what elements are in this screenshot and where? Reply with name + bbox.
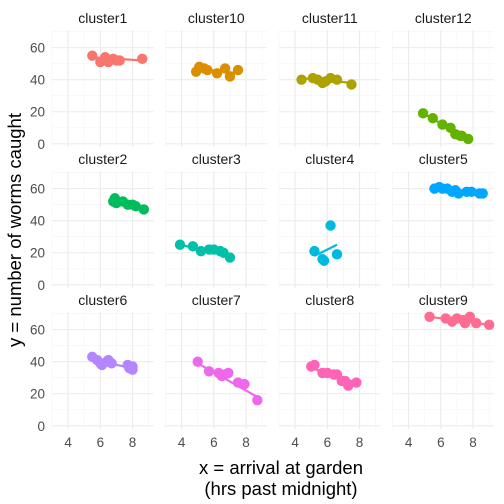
facet-panel-cluster4: cluster4 [278,151,381,288]
data-point [483,319,495,331]
facet-panel-cluster7: cluster7 [165,292,267,429]
facet-label: cluster5 [419,151,468,167]
data-point [417,108,429,119]
data-point [130,201,141,212]
facet-panel-cluster5: cluster5 [392,151,494,288]
y-axis: 0 20 40 60 0 20 40 60 0 20 40 60 [30,41,45,434]
x-tick-label: 6 [210,435,218,450]
data-point [174,239,186,250]
y-tick-label: 60 [30,182,45,197]
y-tick-label: 20 [30,387,45,402]
data-point [202,64,213,76]
x-axis-title-line-1: x = arrival at garden [199,457,363,478]
y-tick-label: 40 [30,73,45,88]
data-point [252,394,263,406]
facet-panel-cluster8: cluster8 [278,292,381,429]
data-point [437,119,448,130]
data-point [424,311,435,323]
facet-panel-cluster1: cluster1 [51,10,154,147]
data-point [331,249,343,260]
x-axis-title-line-2: (hrs past midnight) [204,478,357,499]
facet-label: cluster12 [415,10,472,26]
facet-label: cluster8 [305,292,354,308]
facet-label: cluster4 [305,151,354,167]
data-point [232,64,244,76]
data-point [203,366,215,377]
data-point [87,50,98,61]
x-tick-label: 4 [405,435,413,450]
data-point [351,377,362,388]
data-point [187,241,199,252]
facet-panels: cluster1 cluster10 cluster11 cluster12 clust… [51,10,495,429]
data-point [343,380,354,391]
x-tick-label: 6 [97,435,105,450]
data-point [464,311,476,323]
facet-panel-cluster12: cluster12 [392,10,494,147]
x-axis: 4 6 8 4 6 8 4 6 8 4 6 8 [64,435,476,450]
data-point [224,71,236,82]
x-tick-label: 8 [469,435,477,450]
data-point [106,358,117,369]
data-point [477,188,488,199]
data-point [427,112,438,124]
facet-panel-cluster9: cluster9 [392,292,495,429]
data-point [219,63,231,74]
data-point [137,53,148,65]
x-tick-label: 8 [356,435,364,450]
data-point [239,378,250,390]
data-point [309,245,320,257]
data-point [453,188,464,199]
data-point [325,220,336,231]
data-point [192,356,203,367]
y-tick-label: 60 [30,323,45,338]
data-point [346,79,357,90]
x-tick-label: 8 [129,435,137,450]
data-point [466,186,477,198]
facet-panel-cluster10: cluster10 [165,10,267,147]
data-point [309,359,320,371]
y-axis-title: y = number of worms caught [4,113,25,347]
facet-panel-cluster6: cluster6 [51,292,154,429]
y-tick-label: 60 [30,41,45,56]
data-point [223,367,234,379]
facet-label: cluster3 [192,151,241,167]
data-point [318,255,330,266]
x-tick-label: 4 [64,435,72,450]
data-point [195,245,207,257]
y-tick-label: 0 [37,419,45,434]
y-tick-label: 20 [30,246,45,261]
data-point [331,74,343,85]
facet-label: cluster11 [302,10,358,26]
x-tick-label: 4 [178,435,186,450]
y-tick-label: 20 [30,105,45,120]
facet-panel-cluster2: cluster2 [51,151,154,288]
facet-panel-cluster11: cluster11 [278,10,381,147]
x-tick-label: 6 [437,435,445,450]
facet-label: cluster6 [78,292,127,308]
data-point [296,74,307,85]
facet-label: cluster2 [78,151,127,167]
facet-panel-cluster3: cluster3 [165,151,267,288]
y-tick-label: 40 [30,214,45,229]
y-tick-label: 0 [37,278,45,293]
data-point [114,55,125,66]
data-point [224,252,236,263]
facet-label: cluster1 [78,10,127,26]
data-point [127,361,138,372]
x-tick-label: 4 [291,435,299,450]
y-tick-label: 0 [37,137,45,152]
data-point [138,204,150,215]
facet-label: cluster9 [419,292,468,308]
x-tick-label: 6 [324,435,332,450]
facet-label: cluster7 [192,292,241,308]
facet-label: cluster10 [188,10,245,26]
x-tick-label: 8 [242,435,250,450]
data-point [463,133,474,145]
data-point [471,318,482,329]
y-tick-label: 40 [30,355,45,370]
data-point [211,68,223,79]
